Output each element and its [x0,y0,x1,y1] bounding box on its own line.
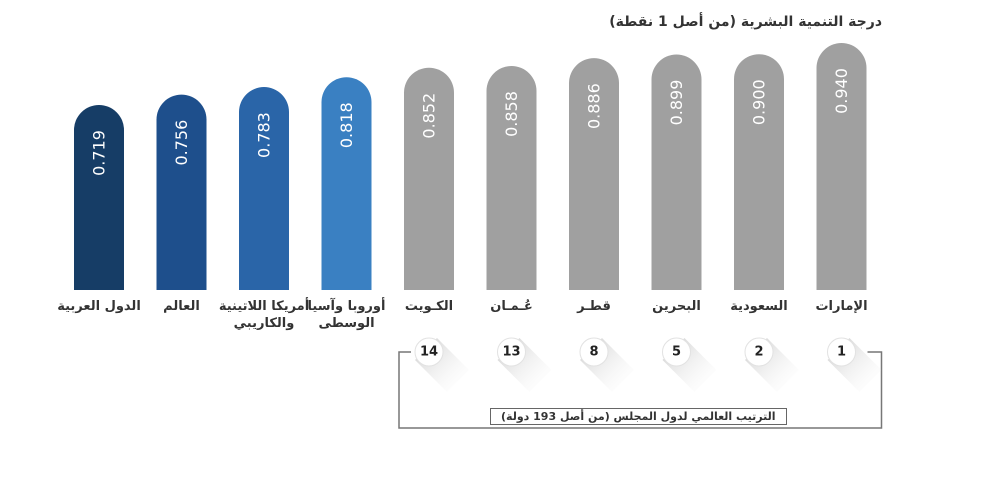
rank-circle [579,337,609,367]
bar-value-label: 0.858 [502,91,521,137]
category-label: عُـمـان [490,299,533,314]
category-label: الإمارات [815,299,868,314]
bar [156,94,207,290]
bar [486,66,537,291]
bar [651,54,702,291]
bar-value-label: 0.886 [585,83,604,129]
category-label: قطـر [577,299,611,314]
category-label: الكـويت [404,299,454,314]
rank-caption: الترتيب العالمي لدول المجلس (من أصل 193 … [490,408,787,425]
category-label: الدول العربية [57,299,141,314]
rank-circle [662,337,691,367]
rank-circle [497,337,526,367]
bar [734,54,784,291]
rank-bracket [398,351,883,429]
rank-circle [744,337,774,367]
bar-value-label: 0.900 [750,79,769,125]
rank-circle [414,337,444,367]
rank-number: 13 [502,345,520,360]
bar [239,87,289,290]
rank-number: 5 [672,345,681,360]
rank-number: 2 [754,345,763,360]
bar [404,67,454,291]
bar-value-label: 0.783 [255,112,274,158]
bar [321,77,372,290]
rank-number: 8 [589,345,598,360]
rank-circle [827,337,856,367]
rank-number: 1 [837,345,846,360]
bar-value-label: 0.852 [420,93,439,139]
bar-value-label: 0.818 [337,102,356,148]
bar [74,105,124,290]
bar-value-label: 0.899 [667,80,686,126]
category-label: أمريكا اللاتينية والكاريبي [218,299,310,331]
category-label: السعودية [730,299,788,314]
bar-value-label: 0.940 [832,68,851,114]
category-label: أوروبا وآسيا الوسطى [307,299,386,331]
rank-number: 14 [420,345,438,360]
bar-value-label: 0.756 [172,120,191,166]
category-label: البحرين [652,299,701,314]
bar-value-label: 0.719 [90,130,109,176]
chart-title: درجة التنمية البشرية (من أصل 1 نقطة) [609,14,882,30]
bar [816,43,867,290]
bar [569,58,619,290]
category-label: العالم [163,299,200,314]
